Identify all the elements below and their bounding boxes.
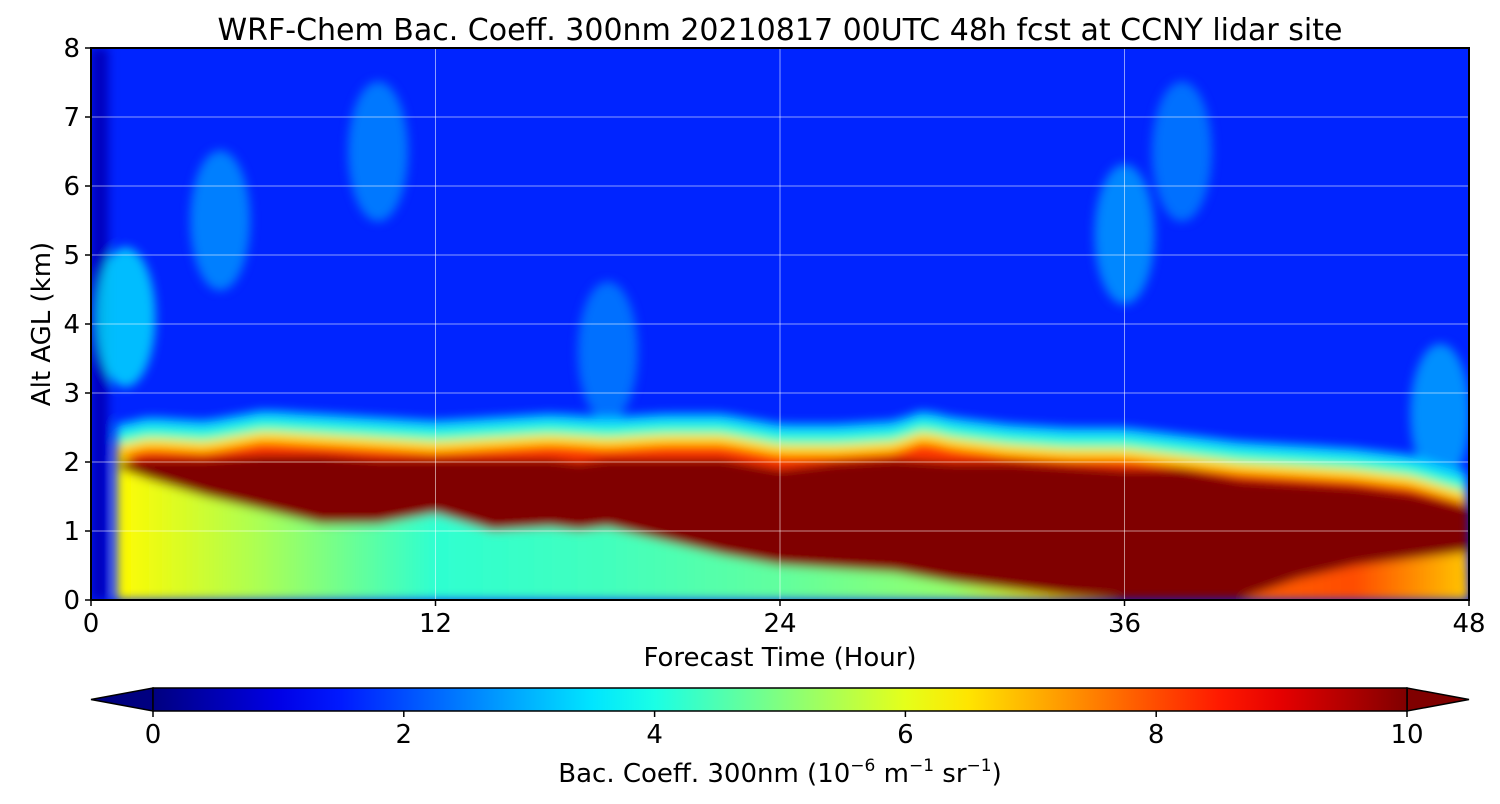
plume-4	[577, 281, 638, 422]
saturated-core	[119, 455, 1469, 600]
low-level-region	[116, 455, 1469, 600]
plume-2	[190, 150, 251, 291]
y-tick-label: 8	[63, 34, 80, 64]
colorbar-extend-max	[1406, 687, 1470, 712]
plume-3	[348, 81, 409, 222]
y-axis-ticks: 0 1 2 3 4 5 6 7 8	[63, 34, 91, 616]
x-tick-label: 48	[1452, 609, 1485, 639]
x-tick-label: 12	[419, 609, 452, 639]
colorbar-gradient	[152, 687, 1408, 712]
colorbar-extend-min	[90, 687, 154, 712]
y-tick-label: 3	[63, 379, 80, 409]
y-axis-label: Alt AGL (km)	[27, 242, 57, 406]
colorbar-tick-label: 10	[1390, 720, 1423, 750]
plot-area	[91, 48, 1469, 600]
colorbar-tick-label: 6	[897, 720, 914, 750]
chart-title: WRF-Chem Bac. Coeff. 300nm 20210817 00UT…	[218, 13, 1343, 48]
colorbar: 0 2 4 6 8 10	[90, 687, 1470, 750]
plume-1	[95, 247, 156, 388]
y-tick-label: 0	[63, 586, 80, 616]
y-tick-label: 6	[63, 172, 80, 202]
y-tick-label: 1	[63, 517, 80, 547]
heatmap-field	[91, 48, 1469, 600]
colorbar-label: Bac. Coeff. 300nm (10−6 m−1 sr−1)	[558, 756, 1001, 789]
x-tick-label: 24	[763, 609, 796, 639]
y-tick-label: 2	[63, 448, 80, 478]
plume-6	[1151, 81, 1212, 222]
x-tick-label: 0	[83, 609, 100, 639]
colorbar-tick-label: 4	[646, 720, 663, 750]
y-tick-label: 4	[63, 310, 80, 340]
colorbar-tick-label: 2	[396, 720, 413, 750]
colorbar-tick-label: 8	[1148, 720, 1165, 750]
x-axis-ticks: 0 12 24 36 48	[83, 600, 1486, 639]
x-tick-label: 36	[1108, 609, 1141, 639]
x-axis-label: Forecast Time (Hour)	[643, 643, 916, 673]
y-tick-label: 7	[63, 103, 80, 133]
plume-7	[1410, 343, 1469, 484]
grid-lines	[91, 48, 1469, 600]
y-tick-label: 5	[63, 241, 80, 271]
colorbar-tick-label: 0	[145, 720, 162, 750]
